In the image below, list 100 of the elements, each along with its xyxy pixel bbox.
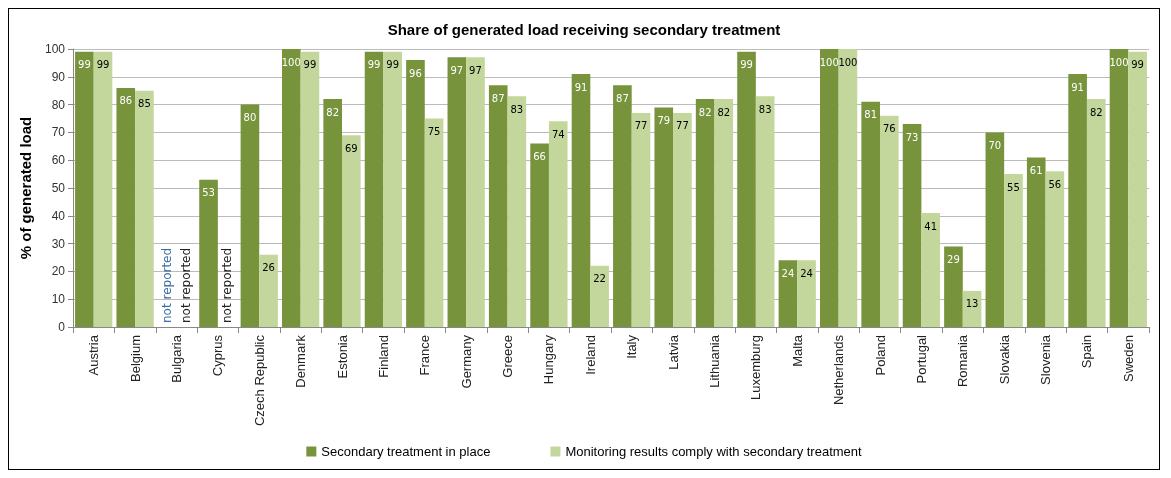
- x-tick-label: Ireland: [582, 335, 598, 375]
- data-label: 99: [1131, 59, 1144, 71]
- y-tick-label: 20: [51, 264, 66, 279]
- y-tick-label: 50: [51, 181, 66, 195]
- bar: [571, 74, 591, 327]
- bar: [259, 254, 278, 327]
- data-label: 81: [864, 109, 878, 121]
- bar: [590, 265, 609, 327]
- data-label: 13: [965, 298, 979, 310]
- x-tick-label: France: [417, 335, 433, 376]
- data-label: 82: [1089, 106, 1103, 118]
- data-label: 70: [988, 139, 1002, 151]
- data-label: 99: [386, 59, 400, 71]
- data-label: 100: [838, 56, 858, 68]
- text: not reported: [220, 247, 235, 323]
- text: not reported: [178, 247, 193, 323]
- x-tick-label: Belgium: [127, 335, 143, 382]
- bar: [819, 49, 839, 327]
- bar: [364, 51, 384, 327]
- bar: [737, 51, 756, 327]
- data-label: 99: [367, 59, 381, 71]
- y-tick-label: 80: [51, 97, 66, 112]
- bar: [1026, 157, 1046, 327]
- x-tick-label: Austria: [86, 334, 102, 376]
- x-tick-label: Italy: [624, 334, 640, 359]
- data-label: 26: [262, 262, 275, 274]
- data-label: 73: [905, 131, 919, 143]
- x-tick-label: Romania: [955, 334, 971, 388]
- data-label: 100: [281, 56, 301, 68]
- data-label: 66: [533, 151, 546, 163]
- bar: [1004, 174, 1023, 327]
- x-tick-label: Luxemburg: [748, 335, 764, 401]
- bar: [921, 213, 941, 327]
- bar: [447, 57, 467, 327]
- bar: [383, 51, 403, 327]
- data-label: 61: [1029, 164, 1043, 176]
- data-label: 82: [717, 106, 731, 118]
- bar: [93, 51, 113, 327]
- data-label: 24: [781, 267, 795, 279]
- data-label: 74: [551, 128, 565, 140]
- bar: [240, 104, 260, 327]
- data-label: 53: [202, 187, 215, 199]
- x-tick-label: Greece: [500, 335, 516, 378]
- bar: [838, 49, 858, 327]
- bar: [944, 246, 963, 327]
- bar: [507, 96, 527, 327]
- y-tick-label: 0: [58, 320, 66, 334]
- data-label: 55: [1007, 181, 1020, 193]
- data-label: 100: [1109, 56, 1129, 68]
- chart-title: Share of generated load receiving secondary treatment: [387, 21, 781, 38]
- x-tick-label: Portugal: [913, 334, 929, 384]
- bar: [530, 143, 549, 327]
- bar: [861, 101, 880, 327]
- x-tick-label: Finland: [375, 335, 391, 378]
- x-tick-label: Bulgaria: [168, 334, 184, 383]
- data-label: 87: [491, 92, 505, 104]
- data-label: 97: [450, 64, 464, 76]
- data-label: 97: [469, 64, 482, 76]
- data-label: 56: [1048, 178, 1062, 190]
- x-tick-label: Lithuania: [706, 334, 722, 388]
- y-tick-label: 60: [51, 153, 66, 168]
- bar: [714, 99, 734, 327]
- data-label: 77: [676, 120, 689, 132]
- data-label: 82: [698, 106, 712, 118]
- data-label: 87: [616, 92, 629, 104]
- data-label: 83: [758, 103, 772, 115]
- bar: [281, 49, 301, 327]
- data-label: 29: [947, 253, 960, 265]
- data-label: 99: [78, 59, 91, 71]
- bar: [880, 115, 899, 327]
- data-label: 80: [243, 112, 257, 124]
- x-tick-label: Spain: [1079, 335, 1095, 369]
- y-tick-label: 40: [51, 208, 66, 223]
- bar: [797, 260, 816, 327]
- bar: [342, 135, 361, 327]
- x-tick-label: Netherlands: [831, 334, 847, 406]
- data-label: 22: [593, 273, 606, 285]
- bar: [466, 57, 485, 327]
- data-label: 91: [1071, 81, 1084, 93]
- bar: [406, 60, 425, 327]
- data-label: 85: [138, 98, 151, 110]
- bar: [116, 87, 136, 327]
- bar: [695, 99, 715, 327]
- data-label: 77: [634, 120, 648, 132]
- bar: [1109, 49, 1129, 327]
- bar: [1045, 171, 1065, 327]
- x-tick-label: Estonia: [334, 334, 350, 379]
- bar: [135, 90, 154, 327]
- bar: [300, 51, 320, 327]
- bar: [902, 124, 922, 327]
- bar: [755, 96, 775, 327]
- data-label: 99: [303, 59, 317, 71]
- data-label: 75: [427, 126, 441, 137]
- data-label: 91: [574, 81, 588, 93]
- data-label: 41: [924, 220, 938, 232]
- x-tick-label: Germany: [458, 334, 474, 389]
- y-tick-label: 30: [51, 236, 66, 251]
- data-label: 100: [819, 56, 839, 68]
- y-tick-label: 10: [51, 292, 66, 307]
- data-label: 24: [800, 267, 813, 279]
